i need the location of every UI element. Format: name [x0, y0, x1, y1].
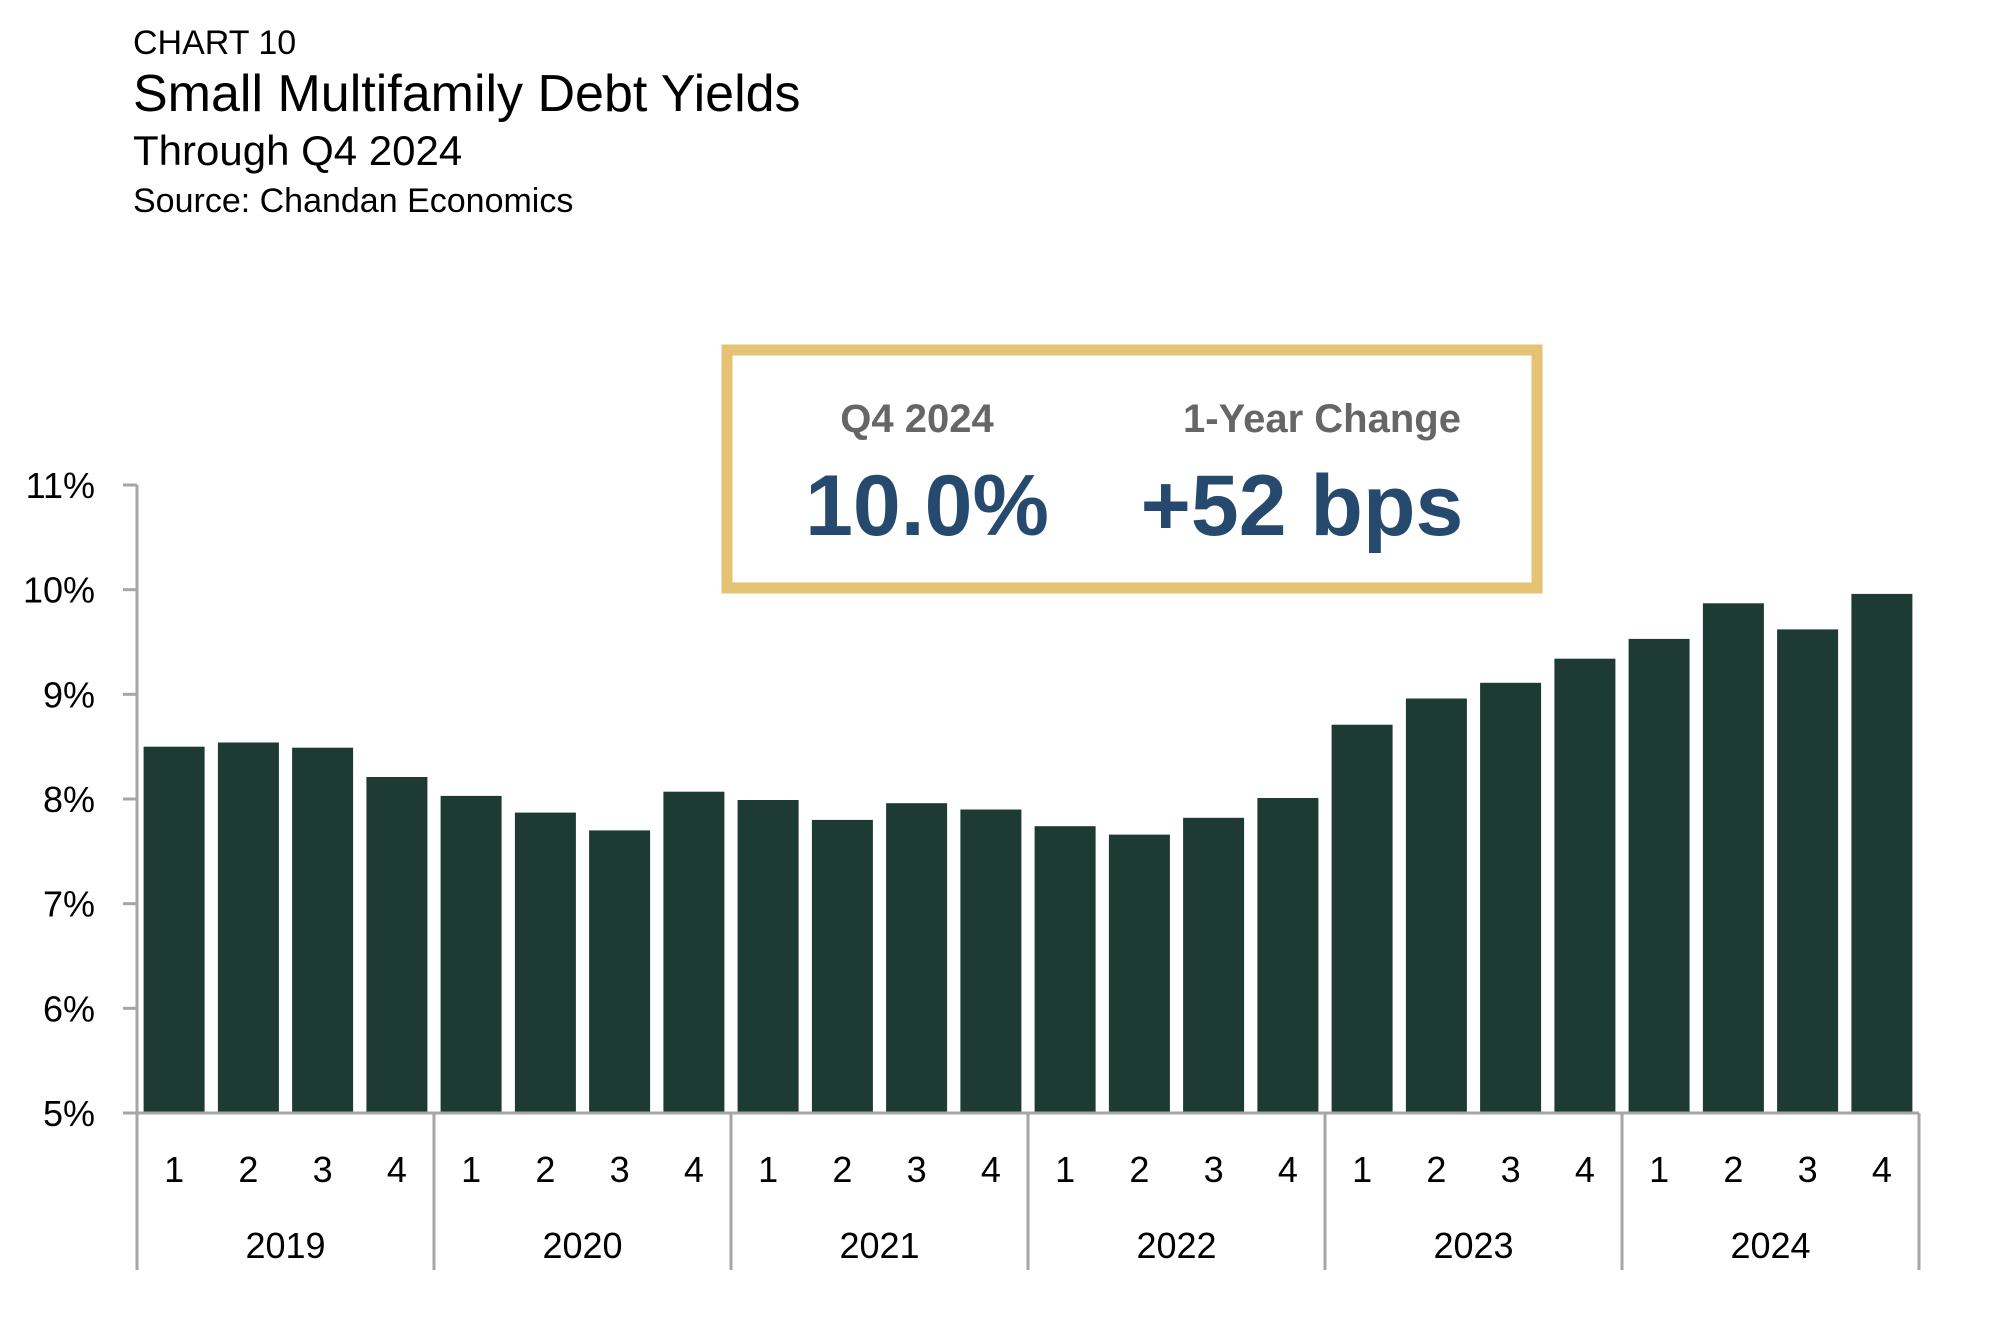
- year-label: 2022: [1136, 1225, 1216, 1266]
- callout-right-label: 1-Year Change: [1183, 397, 1461, 441]
- quarter-label: 2: [1723, 1149, 1743, 1190]
- bar: [440, 795, 502, 1113]
- callout-right-value: +52 bps: [1141, 458, 1464, 554]
- year-label: 2019: [245, 1225, 325, 1266]
- quarter-label: 3: [313, 1149, 333, 1190]
- callout-left-value: 10.0%: [805, 458, 1049, 554]
- bar: [514, 812, 576, 1113]
- quarter-label: 3: [907, 1149, 927, 1190]
- bar: [1777, 629, 1839, 1113]
- quarter-label: 4: [1575, 1149, 1595, 1190]
- callout-left-label: Q4 2024: [840, 397, 994, 441]
- bar: [1257, 798, 1319, 1113]
- bar: [1034, 826, 1096, 1113]
- bar: [1108, 834, 1170, 1113]
- quarter-label: 2: [1426, 1149, 1446, 1190]
- chart-source: Source: Chandan Economics: [133, 182, 574, 220]
- bar: [217, 742, 279, 1113]
- bar: [1554, 658, 1616, 1113]
- quarter-label: 1: [1055, 1149, 1075, 1190]
- y-tick-label: 6%: [43, 988, 95, 1029]
- y-axis: 5% 6% 7% 8% 9% 10% 11%: [23, 465, 139, 1134]
- quarter-label: 1: [758, 1149, 778, 1190]
- quarter-label: 4: [981, 1149, 1001, 1190]
- quarter-label: 2: [238, 1149, 258, 1190]
- y-tick-label: 10%: [23, 570, 95, 611]
- bar: [1183, 817, 1245, 1113]
- y-tick-label: 9%: [43, 674, 95, 715]
- quarter-label: 4: [387, 1149, 407, 1190]
- bar: [1331, 724, 1393, 1113]
- quarter-label: 2: [535, 1149, 555, 1190]
- bar: [1628, 638, 1690, 1113]
- bar: [886, 803, 948, 1113]
- x-axis: 1 2 3 4 1 2 3 4 1 2 3 4 1 2 3 4 1 2 3 4 1 2 3 4 2019 2020 2021 2022…: [135, 1111, 1921, 1270]
- quarter-label: 4: [1872, 1149, 1892, 1190]
- bars-group: [143, 593, 1913, 1113]
- y-tick-label: 11%: [26, 465, 95, 506]
- quarter-label: 1: [461, 1149, 481, 1190]
- year-label: 2024: [1730, 1225, 1810, 1266]
- bar: [366, 777, 428, 1113]
- quarter-label: 2: [1129, 1149, 1149, 1190]
- bar: [143, 746, 205, 1113]
- quarter-label: 1: [164, 1149, 184, 1190]
- quarter-label: 4: [684, 1149, 704, 1190]
- bar: [737, 800, 799, 1113]
- y-tick-label: 5%: [43, 1093, 95, 1134]
- y-tick-label: 8%: [43, 779, 95, 820]
- quarter-label: 3: [1798, 1149, 1818, 1190]
- chart-number: CHART 10: [133, 24, 297, 62]
- bar: [1851, 593, 1913, 1113]
- callout-box: Q4 2024 10.0% 1-Year Change +52 bps: [721, 344, 1543, 594]
- year-label: 2021: [839, 1225, 919, 1266]
- year-label: 2023: [1433, 1225, 1513, 1266]
- year-label: 2020: [542, 1225, 622, 1266]
- y-tick-label: 7%: [43, 884, 95, 925]
- quarter-label: 4: [1278, 1149, 1298, 1190]
- bar: [589, 830, 651, 1113]
- bar: [663, 791, 725, 1113]
- bar: [811, 819, 873, 1113]
- quarter-label: 1: [1352, 1149, 1372, 1190]
- quarter-label: 3: [610, 1149, 630, 1190]
- quarter-label: 1: [1649, 1149, 1669, 1190]
- chart-header: CHART 10 Small Multifamily Debt Yields T…: [133, 22, 801, 224]
- bar: [1480, 682, 1542, 1113]
- bar: [1702, 603, 1764, 1113]
- quarter-label: 3: [1501, 1149, 1521, 1190]
- callout-border: [721, 344, 1543, 594]
- bar: [1405, 698, 1467, 1113]
- quarter-label: 3: [1204, 1149, 1224, 1190]
- quarter-label: 2: [832, 1149, 852, 1190]
- bar: [292, 747, 354, 1113]
- bar: [960, 809, 1022, 1113]
- chart-subtitle: Through Q4 2024: [133, 127, 463, 174]
- chart-title: Small Multifamily Debt Yields: [133, 65, 801, 123]
